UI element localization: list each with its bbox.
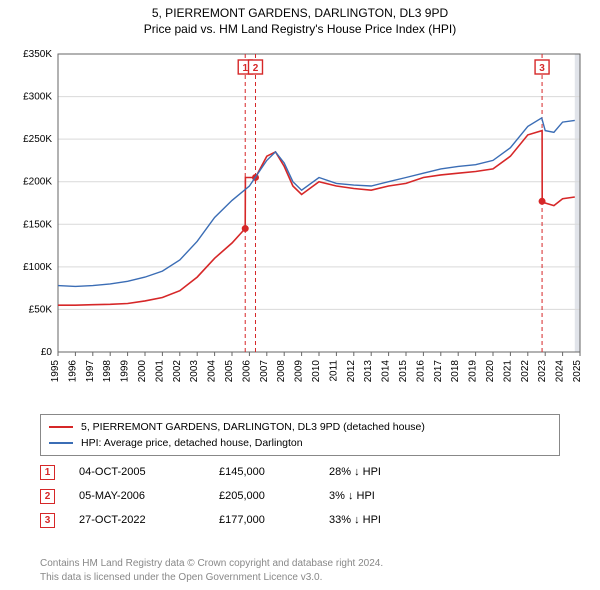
transaction-date: 27-OCT-2022 (79, 514, 219, 526)
x-tick-label: 2001 (154, 360, 165, 383)
x-tick-label: 2025 (572, 360, 583, 383)
transaction-marker: 2 (40, 489, 55, 504)
transaction-date: 04-OCT-2005 (79, 466, 219, 478)
x-tick-label: 1998 (102, 360, 113, 383)
x-tick-label: 2018 (450, 360, 461, 383)
event-marker-number: 3 (539, 63, 545, 74)
transaction-marker: 3 (40, 513, 55, 528)
y-tick-label: £150K (23, 219, 52, 230)
x-tick-label: 2022 (520, 360, 531, 383)
x-tick-label: 2013 (363, 360, 374, 383)
x-tick-label: 2003 (189, 360, 200, 383)
y-tick-label: £350K (23, 49, 52, 60)
chart-title-address: 5, PIERREMONT GARDENS, DARLINGTON, DL3 9… (0, 6, 600, 20)
y-tick-label: £0 (41, 347, 53, 358)
transaction-price: £177,000 (219, 514, 329, 526)
x-tick-label: 2023 (537, 360, 548, 383)
x-tick-label: 2000 (137, 360, 148, 383)
x-tick-label: 1999 (120, 360, 131, 383)
x-tick-label: 2024 (555, 360, 566, 383)
x-tick-label: 2012 (346, 360, 357, 383)
chart-svg: £0 £50K £100K £150K £200K £250K £300K £350K 1995… (10, 48, 590, 408)
y-tick-label: £50K (29, 304, 53, 315)
x-tick-label: 2004 (207, 360, 218, 383)
transaction-delta: 28% ↓ HPI (329, 466, 449, 478)
x-tick-label: 1995 (50, 360, 61, 383)
x-tick-label: 2020 (485, 360, 496, 383)
x-tick-label: 2021 (502, 360, 513, 383)
x-tick-label: 2015 (398, 360, 409, 383)
legend-label: 5, PIERREMONT GARDENS, DARLINGTON, DL3 9… (81, 421, 425, 433)
chart-title-block: 5, PIERREMONT GARDENS, DARLINGTON, DL3 9… (0, 0, 600, 36)
y-tick-label: £200K (23, 177, 52, 188)
transaction-delta: 33% ↓ HPI (329, 514, 449, 526)
transaction-delta: 3% ↓ HPI (329, 490, 449, 502)
event-marker-number: 2 (253, 63, 259, 74)
x-tick-label: 2019 (468, 360, 479, 383)
transaction-row: 3 27-OCT-2022£177,00033% ↓ HPI (40, 508, 449, 532)
price-chart: £0 £50K £100K £150K £200K £250K £300K £350K 1995… (10, 48, 590, 408)
y-tick-label: £300K (23, 92, 52, 103)
legend-row: HPI: Average price, detached house, Darl… (49, 435, 551, 451)
footer-attribution: Contains HM Land Registry data © Crown c… (40, 557, 383, 584)
transaction-price: £205,000 (219, 490, 329, 502)
x-tick-label: 2010 (311, 360, 322, 383)
chart-legend: 5, PIERREMONT GARDENS, DARLINGTON, DL3 9… (40, 414, 560, 456)
x-tick-label: 2014 (381, 360, 392, 383)
y-tick-label: £250K (23, 134, 52, 145)
x-tick-label: 1997 (85, 360, 96, 383)
legend-label: HPI: Average price, detached house, Darl… (81, 437, 303, 449)
footer-line-1: Contains HM Land Registry data © Crown c… (40, 557, 383, 571)
transaction-row: 1 04-OCT-2005£145,00028% ↓ HPI (40, 460, 449, 484)
transactions-table: 1 04-OCT-2005£145,00028% ↓ HPI 2 05-MAY-200… (40, 460, 449, 532)
x-tick-label: 1996 (67, 360, 78, 383)
x-tick-label: 2008 (276, 360, 287, 383)
legend-swatch (49, 426, 73, 428)
footer-line-2: This data is licensed under the Open Gov… (40, 571, 383, 585)
y-tick-label: £100K (23, 262, 52, 273)
x-tick-label: 2007 (259, 360, 270, 383)
x-tick-label: 2016 (415, 360, 426, 383)
event-marker-number: 1 (242, 63, 248, 74)
x-tick-label: 2005 (224, 360, 235, 383)
transaction-marker: 1 (40, 465, 55, 480)
chart-title-subtitle: Price paid vs. HM Land Registry's House … (0, 22, 600, 36)
legend-row: 5, PIERREMONT GARDENS, DARLINGTON, DL3 9… (49, 419, 551, 435)
x-tick-label: 2006 (241, 360, 252, 383)
x-tick-label: 2009 (294, 360, 305, 383)
x-tick-label: 2002 (172, 360, 183, 383)
x-tick-label: 2017 (433, 360, 444, 383)
transaction-row: 2 05-MAY-2006£205,0003% ↓ HPI (40, 484, 449, 508)
legend-swatch (49, 442, 73, 444)
transaction-date: 05-MAY-2006 (79, 490, 219, 502)
x-tick-label: 2011 (328, 360, 339, 382)
transaction-price: £145,000 (219, 466, 329, 478)
